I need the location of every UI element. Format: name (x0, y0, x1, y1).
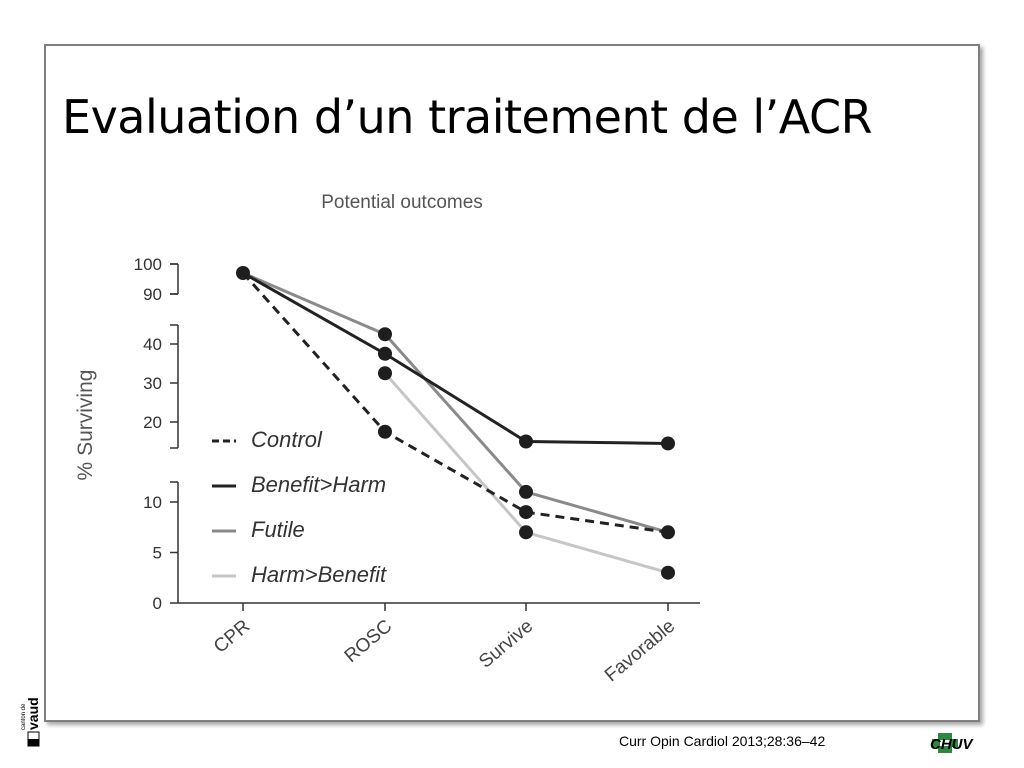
slide-title: Evaluation d’un traitement de l’ACR (62, 90, 873, 144)
y-tick-label: 40 (143, 335, 162, 354)
data-point (378, 327, 392, 342)
data-point (378, 366, 392, 381)
y-tick-label: 0 (153, 594, 162, 613)
slide-frame (44, 44, 980, 722)
y-axis-label: % Surviving (74, 370, 97, 481)
legend-label: Futile (251, 517, 305, 542)
y-tick-label: 30 (143, 374, 162, 393)
chuv-logo: CHUV (928, 731, 980, 755)
y-tick-label: 20 (143, 413, 162, 432)
series-line-harm-benefit (383, 372, 669, 575)
series-line-futile (242, 271, 669, 534)
y-tick-label: 10 (143, 493, 162, 512)
y-tick-label: 100 (134, 255, 162, 274)
data-point (519, 525, 533, 540)
y-tick-label: 5 (153, 544, 162, 563)
data-point (519, 484, 533, 499)
data-point (661, 525, 675, 540)
citation: Curr Opin Cardiol 2013;28:36–42 (619, 733, 826, 749)
data-point (236, 266, 250, 280)
data-point (378, 346, 392, 361)
svg-text:vaud: vaud (25, 697, 41, 730)
y-tick-label: 90 (143, 285, 162, 304)
legend-label: Harm>Benefit (251, 562, 387, 587)
series-line-control (241, 271, 669, 534)
data-point (519, 434, 533, 449)
chart-title: Potential outcomes (321, 192, 483, 213)
x-tick-label: Favorable (601, 616, 679, 686)
legend-label: Benefit>Harm (251, 472, 386, 497)
series-line-benefit-harm (242, 271, 669, 445)
svg-text:canton de: canton de (21, 703, 27, 730)
x-tick-label: ROSC (341, 616, 397, 667)
data-point (661, 565, 675, 580)
legend-label: Control (251, 427, 323, 452)
vaud-logo: vaud canton de (21, 697, 41, 747)
svg-text:CHUV: CHUV (930, 736, 974, 753)
data-point (519, 505, 533, 520)
x-tick-label: CPR (210, 616, 254, 658)
data-point (378, 424, 392, 439)
x-tick-label: Survive (475, 616, 537, 673)
data-point (661, 436, 675, 451)
